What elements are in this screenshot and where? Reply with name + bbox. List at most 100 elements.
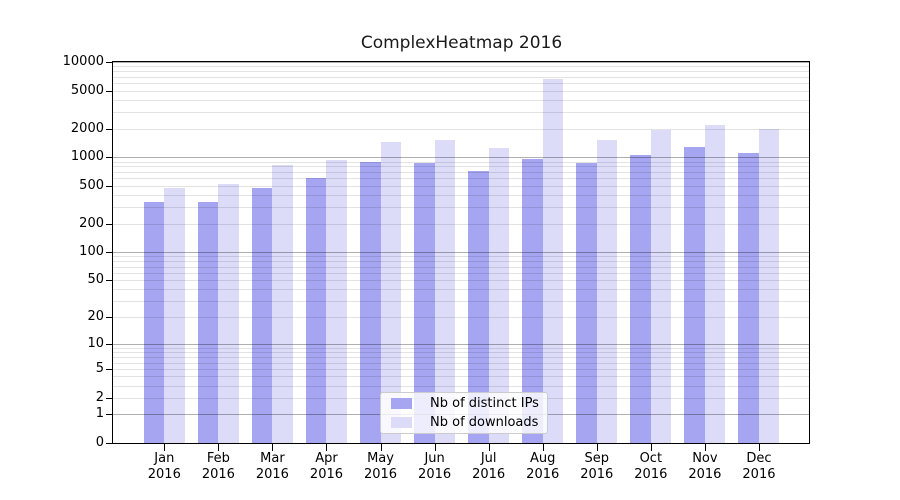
bar-nb-of-distinct-ips-aug — [522, 159, 543, 443]
x-tick-mark-aug — [542, 444, 544, 451]
y-tick-label-50: 50 — [87, 272, 104, 288]
gridline-minor-400 — [113, 195, 809, 197]
x-tick-mark-sep — [596, 444, 598, 451]
x-tick-label-mar: Mar 2016 — [242, 451, 302, 483]
y-tick-mark-10 — [106, 343, 112, 345]
legend-swatch-downloads — [391, 417, 412, 428]
x-tick-mark-nov — [704, 444, 706, 451]
bar-nb-of-downloads-sep — [596, 139, 618, 443]
gridline-minor-3000 — [113, 111, 809, 113]
y-tick-label-1000: 1000 — [70, 149, 104, 165]
x-tick-mark-jun — [434, 444, 436, 451]
x-tick-label-feb: Feb 2016 — [188, 451, 248, 483]
x-tick-label-year-oct: 2016 — [634, 467, 668, 482]
legend-row-distinct-ips: Nb of distinct IPs — [387, 396, 541, 411]
x-tick-label-sep: Sep 2016 — [567, 451, 627, 483]
legend-label-downloads: Nb of downloads — [430, 415, 539, 430]
y-tick-label-100: 100 — [79, 244, 104, 260]
gridline-minor-800 — [113, 166, 809, 168]
y-tick-mark-100 — [106, 252, 112, 254]
bar-nb-of-downloads-nov — [704, 124, 726, 443]
y-tick-label-5000: 5000 — [70, 82, 104, 98]
y-tick-mark-20 — [106, 317, 112, 319]
bar-nb-of-downloads-jun — [434, 140, 456, 443]
x-tick-label-year-sep: 2016 — [580, 467, 614, 482]
gridline-minor-2000 — [113, 128, 809, 130]
x-tick-label-year-may: 2016 — [363, 467, 398, 482]
y-tick-mark-1 — [106, 414, 112, 416]
gridline-minor-4 — [113, 376, 809, 378]
gridline-minor-80 — [113, 261, 809, 263]
y-tick-label-200: 200 — [79, 215, 104, 231]
x-tick-label-apr: Apr 2016 — [296, 451, 356, 483]
x-tick-label-aug: Aug 2016 — [513, 451, 573, 483]
legend-label-distinct-ips: Nb of distinct IPs — [430, 396, 539, 411]
gridline-minor-70 — [113, 266, 809, 268]
x-tick-label-year-feb: 2016 — [201, 467, 235, 482]
gridline-minor-40 — [113, 289, 809, 291]
x-tick-label-jul: Jul 2016 — [459, 451, 519, 483]
bar-nb-of-distinct-ips-dec — [738, 152, 759, 443]
y-tick-label-500: 500 — [79, 177, 104, 193]
bar-nb-of-distinct-ips-mar — [251, 188, 273, 443]
x-tick-label-jan: Jan 2016 — [134, 451, 194, 483]
x-tick-mark-mar — [272, 444, 274, 451]
x-tick-mark-apr — [326, 444, 328, 451]
gridline-major-100 — [113, 252, 809, 254]
gridline-minor-20 — [113, 317, 809, 319]
gridline-minor-7000 — [113, 76, 809, 78]
bar-nb-of-downloads-may — [380, 141, 402, 443]
bar-nb-of-downloads-mar — [272, 164, 293, 443]
y-tick-label-2: 2 — [95, 389, 104, 405]
gridline-major-10000 — [113, 62, 809, 63]
x-tick-mark-jul — [488, 444, 490, 451]
legend-row-downloads: Nb of downloads — [387, 415, 541, 430]
x-tick-label-year-aug: 2016 — [526, 467, 560, 482]
bar-nb-of-downloads-aug — [542, 78, 564, 443]
y-tick-label-0: 0 — [95, 435, 104, 450]
gridline-minor-4000 — [113, 99, 809, 101]
x-tick-label-year-jul: 2016 — [472, 467, 506, 482]
bar-nb-of-distinct-ips-oct — [630, 155, 651, 443]
x-tick-label-oct: Oct 2016 — [621, 451, 681, 483]
bar-nb-of-downloads-jul — [488, 148, 510, 443]
bar-nb-of-downloads-jan — [164, 188, 185, 443]
bar-nb-of-downloads-feb — [218, 184, 239, 443]
x-tick-mark-dec — [758, 444, 760, 451]
y-tick-mark-1000 — [106, 157, 112, 159]
x-tick-label-year-mar: 2016 — [255, 467, 289, 482]
y-tick-mark-2 — [106, 397, 112, 399]
y-tick-label-2000: 2000 — [70, 120, 104, 136]
gridline-minor-5000 — [113, 90, 809, 92]
bar-nb-of-distinct-ips-jun — [414, 163, 435, 443]
y-tick-mark-2000 — [106, 128, 112, 130]
x-tick-label-may: May 2016 — [351, 451, 411, 483]
gridline-minor-500 — [113, 185, 809, 187]
bar-nb-of-downloads-dec — [758, 129, 780, 443]
bar-nb-of-downloads-oct — [650, 129, 672, 443]
grid-layer — [113, 62, 809, 443]
gridline-minor-300 — [113, 206, 809, 208]
x-tick-label-year-dec: 2016 — [742, 467, 776, 482]
gridline-minor-600 — [113, 178, 809, 180]
x-tick-mark-may — [380, 444, 382, 451]
gridline-minor-30 — [113, 300, 809, 302]
bar-nb-of-distinct-ips-sep — [576, 162, 597, 443]
gridline-minor-200 — [113, 223, 809, 225]
x-tick-label-jun: Jun 2016 — [405, 451, 465, 483]
legend-swatch-distinct-ips — [391, 398, 412, 409]
y-tick-mark-200 — [106, 223, 112, 225]
x-tick-mark-oct — [650, 444, 652, 451]
y-tick-label-20: 20 — [87, 309, 104, 325]
gridline-major-1000 — [113, 157, 809, 159]
y-tick-mark-500 — [106, 185, 112, 187]
y-tick-mark-5 — [106, 368, 112, 370]
plot-area: Nb of distinct IPs Nb of downloads — [112, 61, 810, 444]
legend: Nb of distinct IPs Nb of downloads — [380, 392, 548, 434]
x-tick-label-year-jan: 2016 — [147, 467, 181, 482]
bar-nb-of-distinct-ips-feb — [197, 202, 219, 443]
bar-nb-of-downloads-apr — [326, 159, 347, 443]
gridline-minor-700 — [113, 171, 809, 173]
gridline-minor-9000 — [113, 66, 809, 68]
